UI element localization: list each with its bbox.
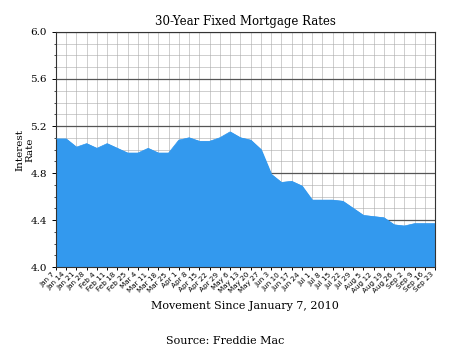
Text: Source: Freddie Mac: Source: Freddie Mac [166,336,284,346]
X-axis label: Movement Since January 7, 2010: Movement Since January 7, 2010 [152,301,339,311]
Y-axis label: Interest
Rate: Interest Rate [15,128,34,171]
Title: 30-Year Fixed Mortgage Rates: 30-Year Fixed Mortgage Rates [155,15,336,28]
